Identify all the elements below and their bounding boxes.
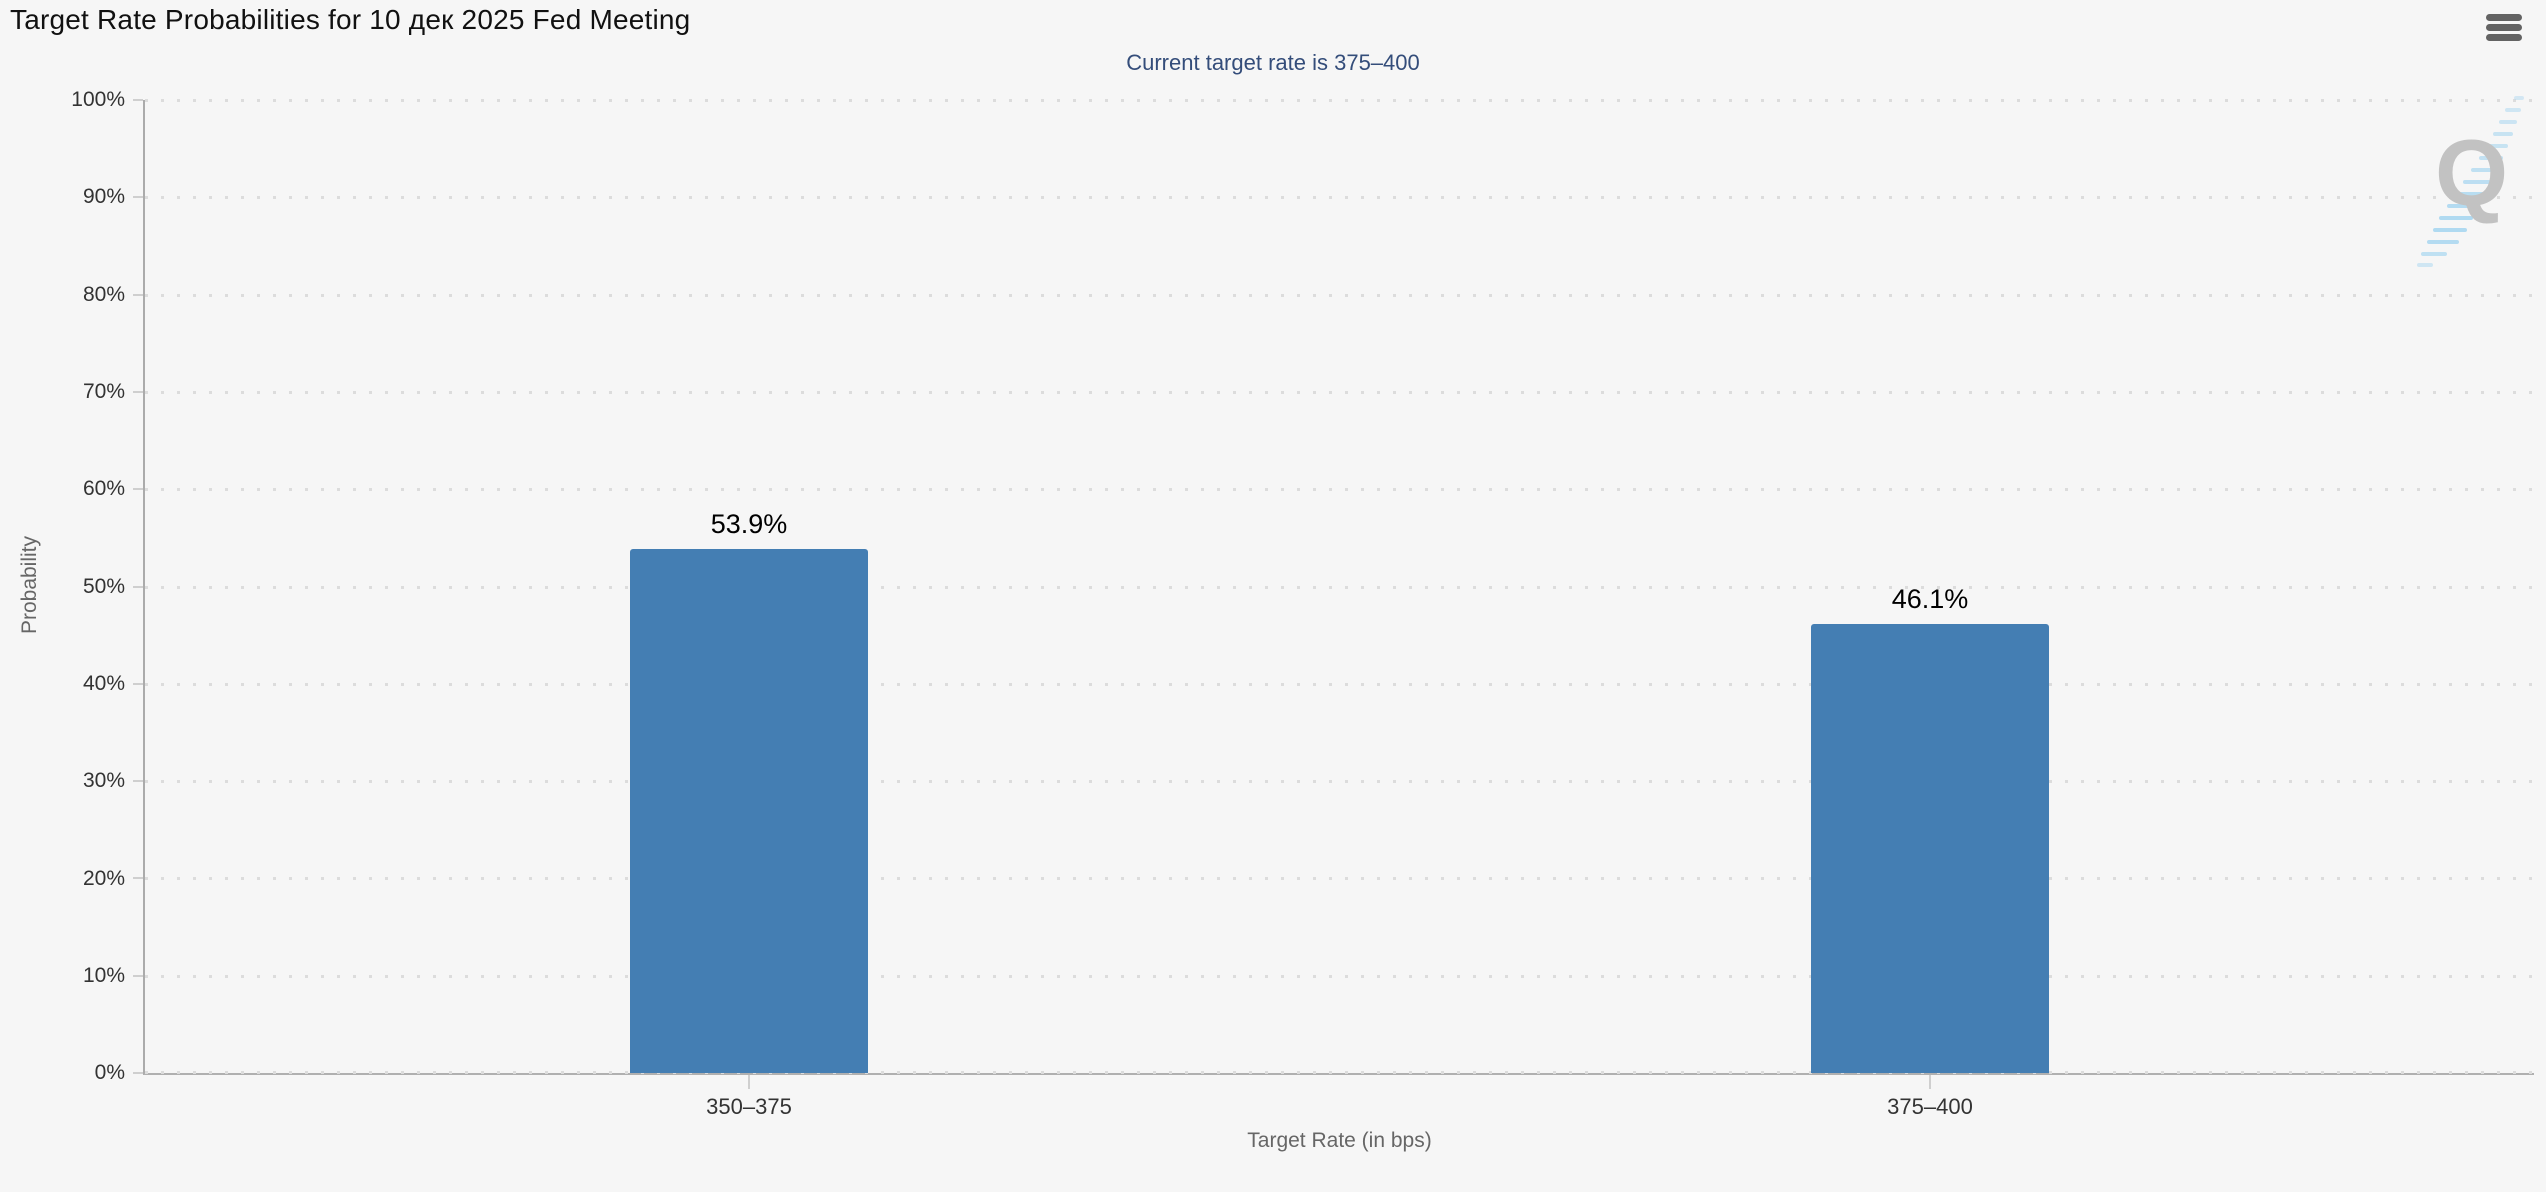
x-axis-tick [1929,1075,1931,1089]
y-tick-label: 80% [82,283,125,306]
y-tick-label: 40% [82,672,125,695]
y-axis-tick [133,488,143,491]
x-axis-tick [748,1075,750,1089]
y-tick-label: 70% [82,380,125,403]
y-axis-tick [133,196,143,199]
grid-line [145,99,2534,102]
plot-area: 53.9% 46.1% 350–375 375–400 Target Rate … [133,99,2534,1152]
y-tick-label: 20% [82,867,125,890]
y-axis-tick [133,1072,143,1074]
y-axis-tick [133,780,143,783]
hamburger-icon [2486,23,2522,31]
y-tick-label: 0% [94,1061,125,1084]
y-axis-tick [133,585,143,588]
x-axis-title: Target Rate (in bps) [1247,1129,1432,1152]
bar-375-400[interactable]: 46.1% [1811,584,2049,1073]
y-axis-tick [133,293,143,296]
y-axis-tick [133,877,143,880]
grid-line [145,293,2534,297]
grid-line [145,1071,2534,1074]
x-category-label: 350–375 [706,1094,792,1119]
x-category-label: 375–400 [1887,1094,1973,1119]
bar-value-label: 46.1% [1891,584,1969,615]
grid-line [145,585,2534,589]
hamburger-icon [2486,13,2522,21]
chart-title: Target Rate Probabilities for 10 дек 202… [10,4,691,35]
grid-line [145,682,2534,686]
grid-line [145,488,2534,492]
grid-line [145,877,2534,881]
y-tick-label: 60% [82,477,125,500]
y-tick-label: 10% [82,964,125,987]
y-tick-label: 30% [82,769,125,792]
y-axis-tick [133,682,143,685]
chart-subtitle: Current target rate is 375–400 [1126,50,1420,75]
grid-line [145,196,2534,200]
y-axis-tick [133,390,143,393]
y-axis-labels: 100% 90% 80% 70% 60% 50% 40% 30% 20% 10%… [0,88,127,1084]
grid-line [145,390,2534,394]
hamburger-icon [2486,33,2522,41]
grid-line [145,780,2534,784]
y-tick-label: 100% [71,88,125,111]
grid-line [145,974,2534,978]
y-tick-label: 90% [82,185,125,208]
bar-350-375[interactable]: 53.9% [630,509,868,1073]
y-axis-tick [133,974,143,977]
bar-value-label: 53.9% [710,508,788,539]
y-axis-tick [133,99,143,101]
context-menu-button[interactable] [2486,11,2524,43]
y-tick-label: 50% [82,575,125,598]
